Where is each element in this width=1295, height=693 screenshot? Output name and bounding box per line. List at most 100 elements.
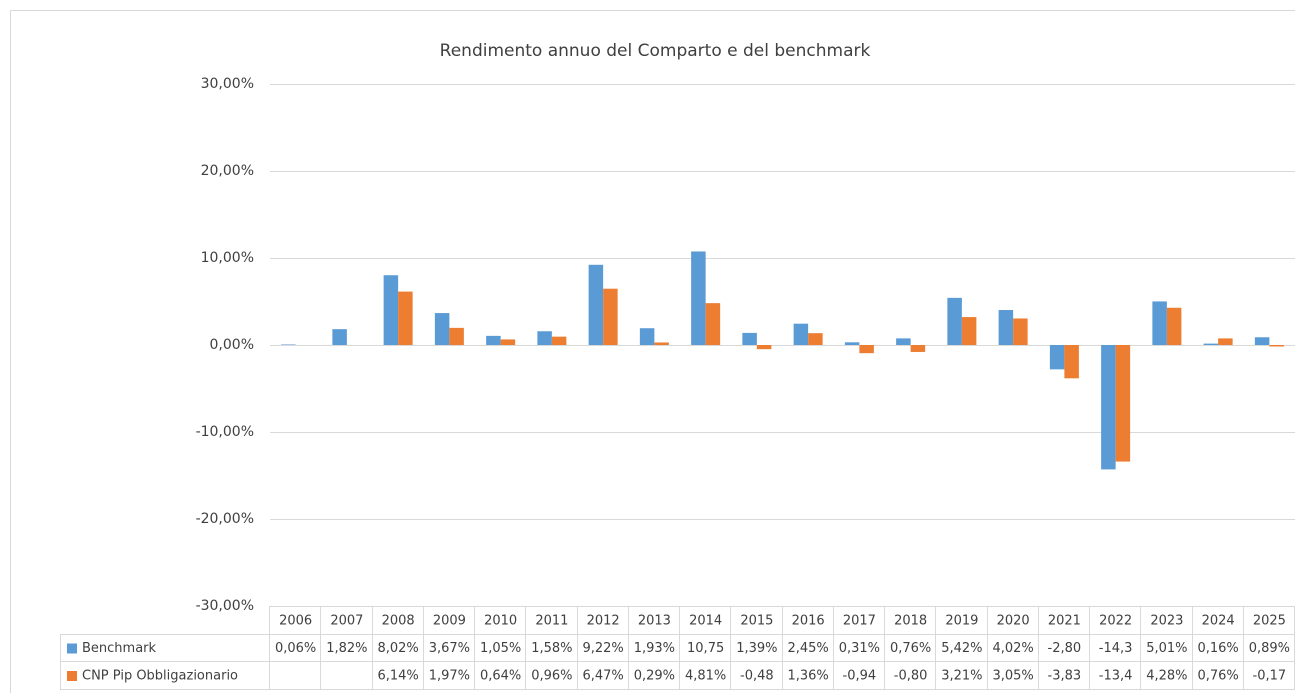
bar [281,344,296,345]
table-cell: 5,42% [941,641,982,656]
table-cell: -0,17 [1253,669,1287,684]
table-cell: 5,01% [1146,641,1187,656]
table-cell: 0,16% [1197,641,1238,656]
x-tick-label: 2025 [1253,614,1286,629]
bar [961,317,977,345]
table-cell: 3,05% [992,669,1033,684]
y-tick-label: 0,00% [210,337,254,353]
x-tick-label: 2015 [740,614,773,629]
x-tick-label: 2019 [945,614,978,629]
y-tick-label: 10,00% [201,250,254,266]
x-tick-label: 2021 [1048,614,1081,629]
bar [639,328,655,345]
bar [486,335,501,345]
x-tick-label: 2024 [1202,614,1235,629]
table-cell: 0,76% [1197,669,1238,684]
bar [705,303,721,345]
x-tick-label: 2022 [1099,614,1132,629]
bar [1254,337,1270,345]
y-tick-label: -30,00% [196,598,254,614]
bar [793,323,809,345]
table-cell: 8,02% [377,641,418,656]
bar [1218,338,1233,345]
bar [1166,307,1182,345]
legend-label: CNP Pip Obbligazionario [82,669,238,684]
bar [383,275,399,345]
legend-label: Benchmark [82,641,157,656]
bar [654,342,669,345]
table-cell: 4,28% [1146,669,1187,684]
bar [896,338,911,345]
bar [588,264,604,345]
bar [1064,345,1079,379]
table-cell: 4,02% [992,641,1033,656]
chart-title: Rendimento annuo del Comparto e del benc… [440,41,871,61]
bar [434,313,450,345]
table-cell: 6,14% [377,669,418,684]
x-tick-label: 2007 [330,614,363,629]
y-tick-label: 30,00% [201,76,254,92]
table-cell: -13,4 [1099,669,1133,684]
x-tick-label: 2020 [997,614,1030,629]
x-tick-label: 2011 [535,614,568,629]
table-cell: 1,39% [736,641,777,656]
bar [537,331,552,345]
table-cell: 0,76% [890,641,931,656]
table-cell: -0,80 [894,669,928,684]
legend-key [67,671,77,681]
bar [332,329,347,345]
table-cell: 6,47% [582,669,623,684]
table-cell: 1,58% [531,641,572,656]
table-cell: -3,83 [1048,669,1082,684]
bar [844,342,860,345]
table-cell: 9,22% [582,641,623,656]
bar [742,332,757,345]
y-tick-label: 20,00% [201,163,254,179]
table-cell: 3,67% [429,641,470,656]
table-cell: 10,75 [687,641,724,656]
bar [859,345,874,354]
table-cell: 1,05% [480,641,521,656]
bar [1013,318,1028,345]
table-cell: -0,94 [843,669,877,684]
bar [691,251,706,345]
x-tick-label: 2014 [689,614,722,629]
bar [551,336,567,345]
bar [398,291,413,345]
table-cell: 1,93% [634,641,675,656]
x-tick-label: 2023 [1150,614,1183,629]
table-cell: 3,21% [941,669,982,684]
table-cell: 1,82% [326,641,367,656]
table-cell: 1,36% [787,669,828,684]
x-tick-label: 2013 [638,614,671,629]
table-cell: 0,29% [634,669,675,684]
x-tick-label: 2010 [484,614,517,629]
x-tick-label: 2017 [843,614,876,629]
bar [500,339,516,345]
table-cell: -14,3 [1099,641,1133,656]
table-cell: -0,48 [740,669,774,684]
bar [910,345,926,352]
bar [947,297,962,345]
bar [449,327,464,345]
x-tick-label: 2016 [792,614,825,629]
bar [603,288,618,345]
table-cell: 2,45% [787,641,828,656]
bar [1203,343,1219,345]
table-cell: 1,97% [429,669,470,684]
bar [1115,345,1131,462]
bar [1101,345,1116,470]
table-cell: 4,81% [685,669,726,684]
bar [1269,345,1284,347]
bar [1152,301,1167,345]
chart-border [10,10,1295,693]
table-cell: 0,89% [1249,641,1290,656]
y-tick-label: -10,00% [196,424,254,440]
bar [808,333,823,345]
bar [1049,345,1065,370]
bar [756,345,772,350]
x-tick-label: 2006 [279,614,312,629]
table-cell: -2,80 [1048,641,1082,656]
legend-key [67,643,77,654]
